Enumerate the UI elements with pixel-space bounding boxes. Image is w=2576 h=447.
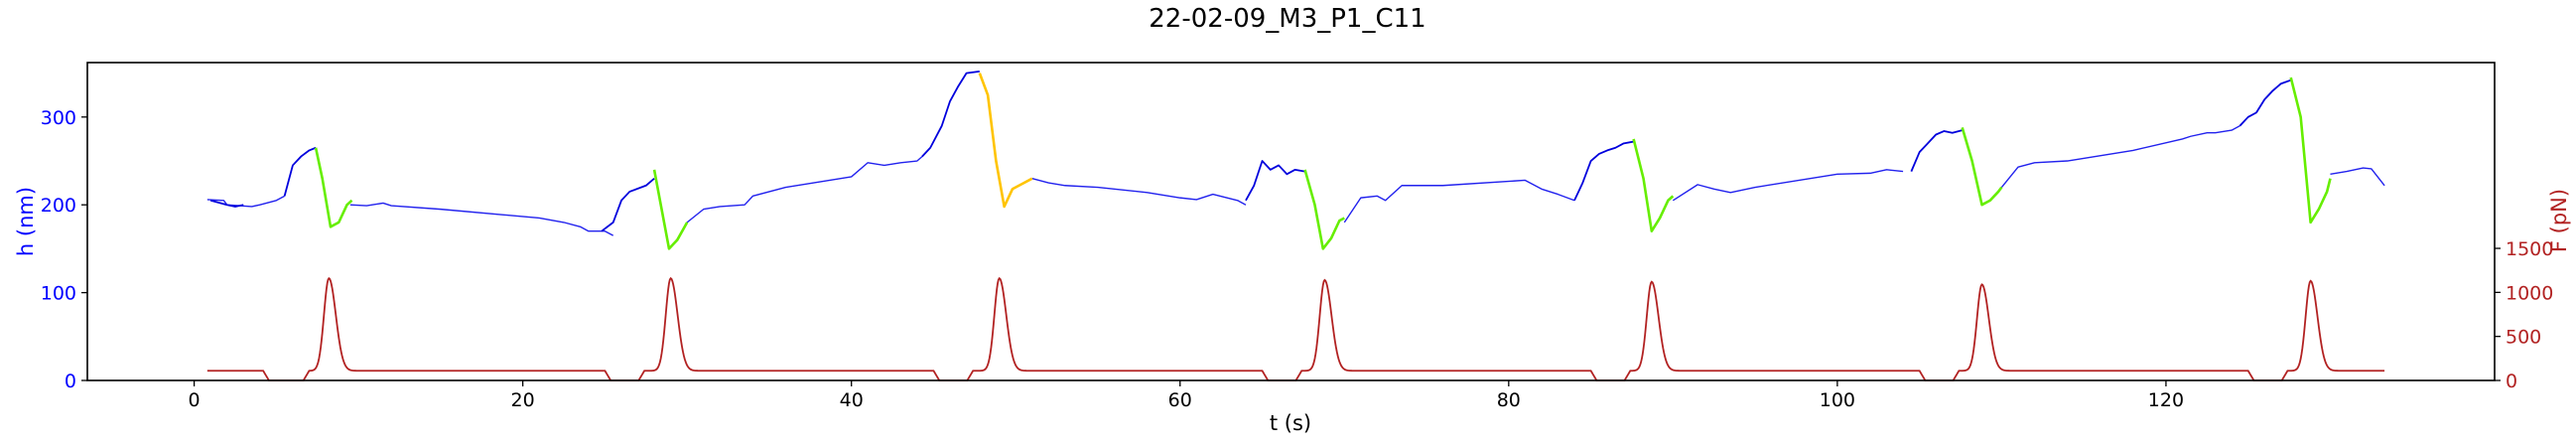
height-ramp-segment-4 [921,70,980,158]
y-right-tick-label: 0 [2506,371,2517,392]
x-tick-label: 60 [1168,389,1192,411]
plot-area [86,62,2496,381]
y-left-tick-label: 300 [41,107,76,129]
height-release-segment-4 [1303,169,1345,250]
height-baseline-segment-7 [2000,125,2240,188]
height-ramp-segment-3 [601,178,655,232]
height-baseline-segment-4 [1031,178,1247,206]
height-ramp-segment-7 [1910,129,1963,172]
height-release-segment-2 [652,169,689,250]
height-release-segment-6 [1961,127,2003,207]
height-ramp-segment-6 [1573,140,1634,202]
x-tick-label: 40 [840,389,864,411]
height-baseline-segment-6 [1672,169,1904,202]
height-baseline-segment-8 [2330,167,2385,187]
height-ramp-segment-1 [209,199,244,208]
y-axis-left: 0 100 200 300 [41,107,87,392]
height-release-segment-1 [314,147,353,228]
force-series-line [206,276,2385,381]
height-release-segment-7 [2289,76,2332,224]
chart-title: 22-02-09_M3_P1_C11 [1149,4,1425,34]
height-release-segment-5 [1632,138,1675,233]
height-ramp-segment-5 [1245,160,1305,202]
series-layer [206,70,2385,381]
y-axis-right-label: F (pN) [2547,189,2571,252]
y-right-tick-label: 1500 [2506,238,2553,260]
y-right-tick-label: 1000 [2506,282,2553,304]
y-left-tick-label: 200 [41,195,76,217]
height-baseline-segment-2 [349,202,614,236]
x-tick-label: 80 [1497,389,1521,411]
x-tick-label: 100 [1820,389,1855,411]
x-tick-label: 0 [189,389,201,411]
y-axis-right: 0 500 1000 1500 [2495,238,2553,392]
y-left-tick-label: 100 [41,283,76,305]
height-baseline-segment-1 [206,195,285,208]
height-ramp-segment-2 [283,146,317,197]
height-baseline-segment-3 [686,156,923,224]
height-ramp-segment-8 [2238,78,2292,127]
x-axis-label: t (s) [1270,411,1311,435]
x-tick-label: 120 [2148,389,2184,411]
plot-frame [86,62,2496,381]
height-release-segment-3 [978,73,1033,209]
y-right-tick-label: 500 [2506,327,2541,349]
y-axis-left-label: h (nm) [14,187,38,256]
height-baseline-segment-5 [1343,179,1575,224]
x-tick-label: 20 [511,389,535,411]
x-axis: 0 20 40 60 80 100 120 [189,380,2184,411]
y-left-tick-label: 0 [65,371,76,392]
